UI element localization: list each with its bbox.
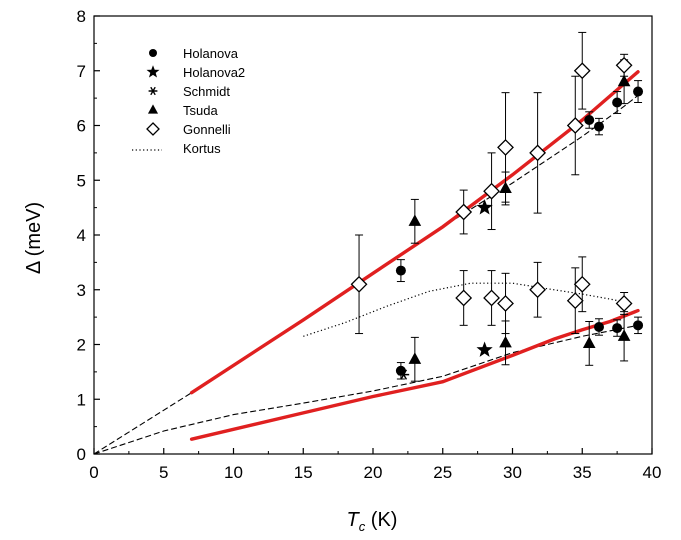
diamond-marker	[615, 56, 633, 74]
triangle-marker	[582, 336, 596, 348]
x-tick-label: 35	[573, 463, 592, 482]
legend: Holanova Holanova2 Schmidt Tsuda Gonnelli Kor…	[132, 46, 245, 156]
circle-marker	[593, 121, 604, 132]
y-tick-label: 2	[77, 336, 86, 355]
legend-label: Holanova2	[183, 65, 245, 80]
triangle-marker	[499, 335, 512, 348]
circle-marker	[612, 323, 623, 334]
diamond-marker	[566, 292, 584, 310]
diamond-marker	[455, 289, 473, 307]
star-marker	[146, 65, 160, 78]
dashed-fit-line	[93, 324, 639, 455]
y-tick-label: 4	[77, 226, 86, 245]
legend-label: Gonnelli	[183, 122, 231, 137]
circle-marker	[633, 86, 644, 97]
asterisk-marker	[398, 369, 410, 380]
triangle-marker	[617, 74, 631, 87]
circle-marker	[593, 321, 604, 332]
x-tick-label: 30	[503, 463, 522, 482]
x-tick-label: 40	[643, 463, 662, 482]
lines-layer	[93, 70, 640, 455]
triangle-marker	[408, 352, 422, 364]
x-axis-label: Tc (K)	[347, 509, 398, 534]
diamond-marker	[497, 295, 514, 312]
diamond-marker	[483, 289, 500, 307]
diamond-marker	[146, 122, 160, 136]
asterisk-marker	[148, 86, 158, 96]
y-tick-label: 5	[77, 171, 86, 190]
diamond-marker	[497, 138, 514, 156]
diamond-marker	[529, 281, 547, 299]
diamond-marker	[350, 275, 368, 293]
y-axis-label: Δ (meV)	[23, 202, 45, 274]
triangle-marker	[617, 329, 631, 341]
legend-label: Kortus	[183, 141, 221, 156]
diamond-marker	[483, 182, 500, 200]
x-tick-label: 10	[224, 463, 243, 482]
circle-marker	[612, 97, 623, 108]
diamond-marker	[573, 62, 591, 80]
x-tick-label: 20	[364, 463, 383, 482]
dashed-fit-line	[93, 94, 639, 455]
points-layer	[350, 31, 644, 382]
y-tick-label: 6	[77, 117, 86, 136]
legend-label: Holanova	[183, 46, 239, 61]
red-fit-line	[189, 70, 640, 395]
y-tick-label: 3	[77, 281, 86, 300]
y-tick-label: 1	[77, 390, 86, 409]
circle-marker	[149, 49, 157, 57]
diamond-marker	[566, 117, 584, 134]
diamond-marker	[455, 203, 473, 221]
circle-marker	[584, 115, 595, 126]
star-marker	[476, 199, 493, 215]
legend-label: Tsuda	[183, 103, 218, 118]
diamond-marker	[615, 295, 633, 312]
diamond-marker	[529, 144, 547, 162]
diamond-marker	[573, 275, 591, 293]
circle-marker	[395, 265, 406, 276]
legend-label: Schmidt	[183, 84, 230, 99]
triangle-marker	[147, 104, 159, 114]
x-tick-label: 15	[294, 463, 313, 482]
x-tick-label: 25	[433, 463, 452, 482]
y-tick-label: 0	[77, 445, 86, 464]
y-tick-label: 8	[77, 7, 86, 26]
y-tick-label: 7	[77, 62, 86, 81]
x-tick-label: 0	[89, 463, 98, 482]
circle-marker	[633, 320, 644, 331]
star-marker	[476, 341, 493, 357]
triangle-marker	[408, 214, 422, 226]
axes-layer: 0 5 10 15 20 25 30 35 40 0 1 2 3 4 5 6 7 8	[77, 7, 662, 482]
plot-frame	[93, 15, 653, 455]
x-tick-label: 5	[159, 463, 168, 482]
